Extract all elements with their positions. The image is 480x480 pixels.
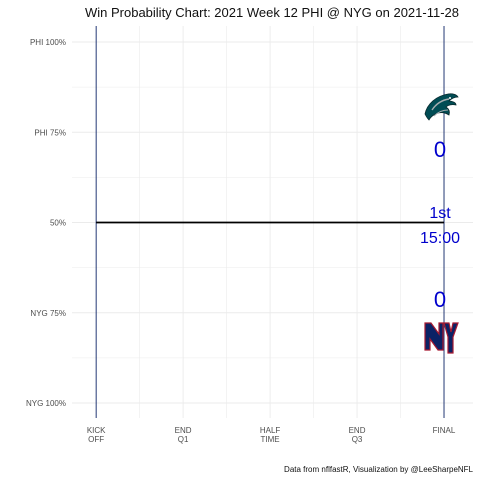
game-clock: 15:00	[420, 230, 460, 247]
y-tick-label: PHI 100%	[30, 38, 66, 47]
y-tick-label: 50%	[50, 219, 66, 228]
x-tick-label: HALF	[260, 426, 281, 435]
x-tick-label: KICK	[87, 426, 106, 435]
chart-caption: Data from nflfastR, Visualization by @Le…	[284, 465, 474, 474]
y-tick-label: NYG 75%	[30, 309, 66, 318]
chart-title: Win Probability Chart: 2021 Week 12 PHI …	[85, 5, 459, 20]
game-quarter: 1st	[429, 205, 451, 222]
x-tick-label: Q3	[352, 435, 363, 444]
x-tick-label: OFF	[88, 435, 104, 444]
x-tick-label: Q1	[178, 435, 189, 444]
away-score: 0	[434, 137, 446, 162]
home-score: 0	[434, 287, 446, 312]
eagles-logo-icon	[424, 93, 459, 121]
x-tick-label: TIME	[261, 435, 280, 444]
x-tick-label: END	[349, 426, 366, 435]
y-tick-label: PHI 75%	[34, 128, 66, 137]
x-tick-label: FINAL	[433, 426, 456, 435]
y-tick-label: NYG 100%	[26, 399, 66, 408]
giants-logo-icon	[424, 322, 459, 354]
x-tick-label: END	[175, 426, 192, 435]
y-axis-ticks: PHI 100% PHI 75% 50% NYG 75% NYG 100%	[26, 38, 66, 408]
